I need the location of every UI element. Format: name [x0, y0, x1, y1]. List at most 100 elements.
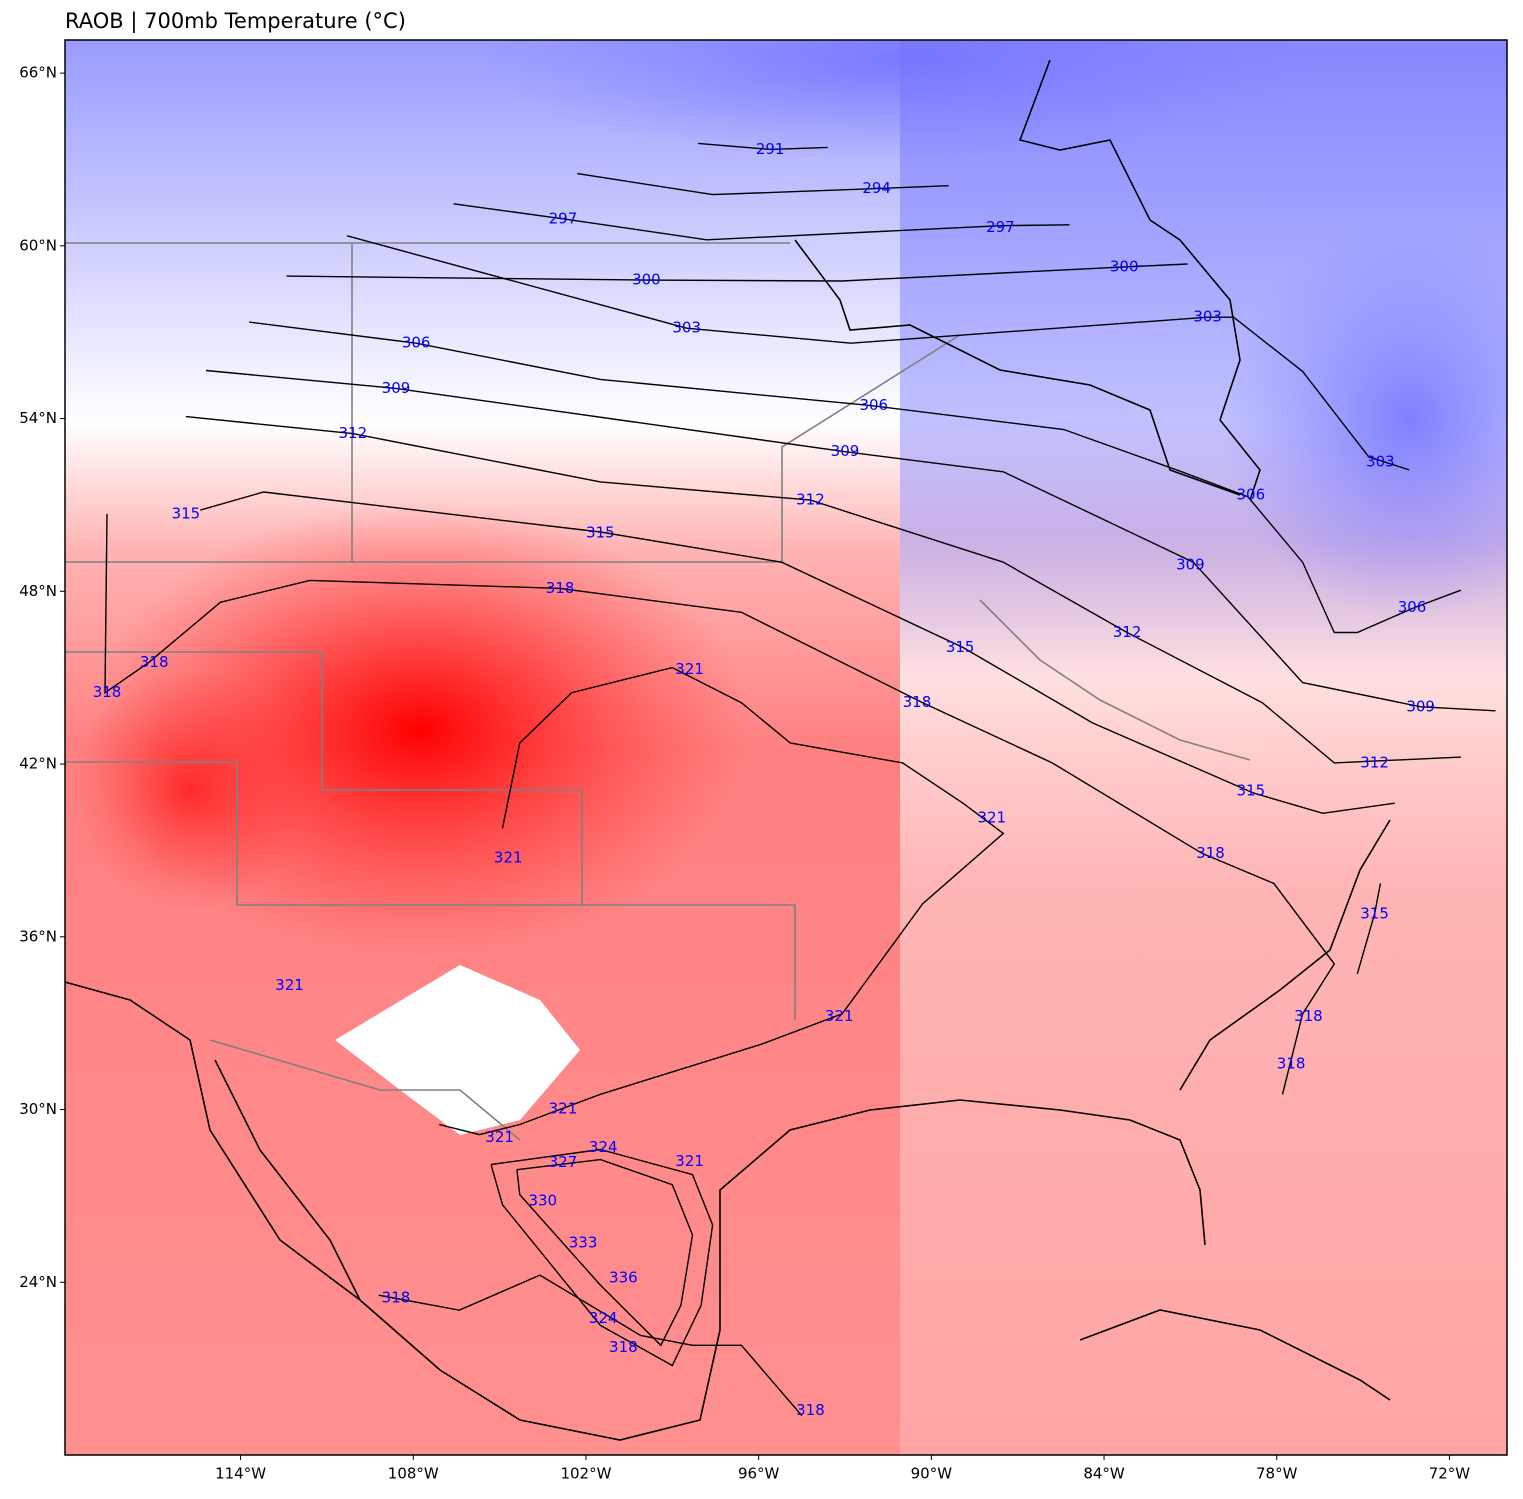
isotherm-label: 321: [494, 849, 523, 867]
isotherm-label: 321: [485, 1128, 514, 1146]
isotherm-label: 327: [549, 1153, 578, 1171]
isotherm: [516, 1158, 694, 1347]
isotherm-label: 306: [1398, 598, 1427, 616]
y-tick-label: 48°N: [19, 582, 57, 600]
isotherm-label: 312: [339, 424, 368, 442]
isotherm-label: 303: [672, 319, 701, 337]
isotherm-label: 297: [986, 218, 1015, 236]
isotherm-label: 294: [862, 179, 891, 197]
isotherm-label: 315: [586, 523, 615, 541]
isotherm-label: 318: [609, 1338, 638, 1356]
isotherm-label: 330: [528, 1191, 557, 1209]
isotherm-label: 315: [946, 638, 975, 656]
isotherm-label: 309: [1176, 556, 1205, 574]
coastline: [1018, 59, 1261, 501]
isotherm: [286, 263, 1188, 282]
isotherm: [249, 321, 1462, 634]
missing-data-area: [335, 965, 580, 1135]
isotherm-label: 303: [1366, 452, 1395, 470]
isotherm-label: 300: [632, 271, 661, 289]
map-title: RAOB | 700mb Temperature (°C): [65, 9, 406, 34]
y-tick-label: 30°N: [19, 1100, 57, 1118]
isotherm-label: 324: [589, 1138, 618, 1156]
contours: [104, 142, 1496, 1417]
borders: [65, 242, 1251, 1141]
isotherm-label: 321: [825, 1007, 854, 1025]
isotherm: [104, 513, 1336, 1095]
isotherm-label: 315: [172, 504, 201, 522]
isotherm-label: 318: [140, 653, 169, 671]
isotherm-label: 318: [903, 693, 932, 711]
isotherm-label: 315: [1237, 782, 1266, 800]
x-tick-label: 78°W: [1256, 1465, 1298, 1483]
isotherm-label: 333: [569, 1233, 598, 1251]
x-tick-label: 108°W: [388, 1465, 439, 1483]
isotherm: [577, 172, 949, 196]
isotherm-label: 309: [1406, 697, 1435, 715]
isotherm-label: 321: [549, 1099, 578, 1117]
isotherm-label: 336: [609, 1268, 638, 1286]
isotherm: [453, 203, 1070, 241]
isotherm-label: 303: [1193, 308, 1222, 326]
isotherm-label: 309: [382, 379, 411, 397]
coastlines: [65, 59, 1391, 1441]
y-tick-label: 66°N: [19, 64, 57, 82]
isotherm: [205, 369, 1496, 712]
x-tick-label: 96°W: [738, 1465, 780, 1483]
isotherm-label: 312: [1360, 753, 1389, 771]
isotherm: [200, 491, 1395, 815]
isotherm-label: 318: [546, 579, 575, 597]
coastline: [214, 1059, 361, 1301]
isotherm-label: 324: [589, 1309, 618, 1327]
border: [65, 334, 961, 563]
isotherm-label: 297: [549, 209, 578, 227]
isotherm: [490, 1148, 714, 1367]
cold-core: [1220, 220, 1507, 620]
isotherm-label: 306: [402, 334, 431, 352]
isotherm-label: 318: [1277, 1054, 1306, 1072]
isotherm: [378, 1274, 803, 1417]
cold-core: [480, 40, 1320, 160]
isotherm-label: 306: [1237, 485, 1266, 503]
warm-core: [70, 670, 310, 910]
isotherm-label: 312: [796, 491, 825, 509]
isotherm: [698, 142, 828, 151]
x-tick-label: 114°W: [215, 1465, 266, 1483]
isotherm-label: 318: [796, 1401, 825, 1419]
x-tick-label: 102°W: [560, 1465, 611, 1483]
y-tick-label: 24°N: [19, 1273, 57, 1291]
border: [979, 599, 1251, 761]
isotherm-label: 318: [93, 683, 122, 701]
border: [65, 761, 582, 906]
coastline: [1079, 1309, 1391, 1401]
x-tick-label: 72°W: [1429, 1465, 1471, 1483]
x-tick-label: 84°W: [1083, 1465, 1125, 1483]
isotherm-label: 309: [831, 442, 860, 460]
field: [65, 40, 1507, 1455]
isotherm: [1356, 883, 1382, 975]
isotherm-label: 321: [675, 660, 704, 678]
isotherm-label: 318: [382, 1289, 411, 1307]
isotherm: [439, 666, 1005, 1136]
isotherm-label: 312: [1113, 623, 1142, 641]
isotherm-label: 318: [1294, 1007, 1323, 1025]
border: [65, 651, 796, 1020]
isotherm-label: 315: [1360, 904, 1389, 922]
isotherm: [185, 415, 1461, 764]
y-tick-label: 36°N: [19, 927, 57, 945]
coastline: [65, 981, 1206, 1441]
border: [209, 1039, 521, 1141]
map-frame: [64, 39, 1508, 1456]
coastline: [1179, 819, 1391, 1091]
y-tick-label: 42°N: [19, 755, 57, 773]
y-tick-label: 54°N: [19, 409, 57, 427]
x-tick-label: 90°W: [911, 1465, 953, 1483]
isotherm-label: 318: [1196, 844, 1225, 862]
isotherm-label: 291: [756, 140, 785, 158]
isotherm-label: 306: [859, 396, 888, 414]
isotherm: [346, 235, 1410, 471]
coastline: [794, 239, 1241, 496]
y-tick-label: 60°N: [19, 236, 57, 254]
isotherm-label: 321: [977, 809, 1006, 827]
